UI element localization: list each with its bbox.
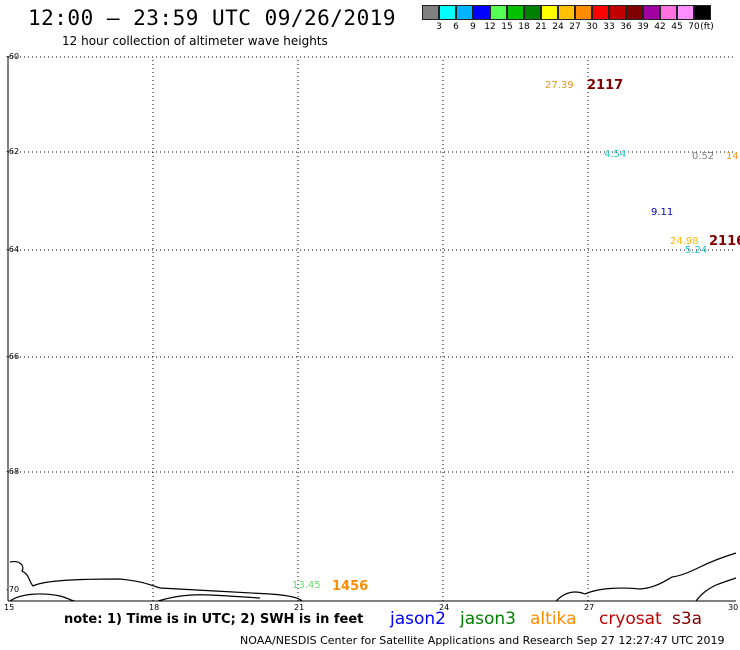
wave-height-observation: 13.45	[292, 580, 321, 591]
color-scale-swatch	[626, 5, 643, 20]
lon-tick-label: 18	[149, 603, 160, 612]
satellite-legend-cryosat: cryosat	[599, 609, 662, 629]
lat-tick-label: -66	[6, 352, 20, 361]
color-scale-label: 33	[603, 22, 615, 32]
color-scale-label: 45	[671, 22, 683, 32]
color-scale-label: 21	[535, 22, 547, 32]
color-scale-swatch	[660, 5, 677, 20]
color-scale-swatch	[507, 5, 524, 20]
pass-time-label: 2117	[587, 78, 624, 93]
wave-height-observation: 5.24	[685, 245, 708, 256]
color-scale-label: (ft)	[700, 22, 714, 32]
color-scale-swatch	[609, 5, 626, 20]
lon-tick-label: 27	[584, 603, 595, 612]
wave-height-observation: 27.39	[545, 80, 574, 91]
color-scale-label: 30	[586, 22, 598, 32]
color-scale-label: 3	[436, 22, 442, 32]
color-scale-swatch	[592, 5, 609, 20]
lat-tick-label: -68	[6, 467, 20, 476]
color-scale-swatch	[524, 5, 541, 20]
units-note: note: 1) Time is in UTC; 2) SWH is in fe…	[64, 612, 364, 627]
satellite-legend-s3a: s3a	[672, 609, 703, 629]
color-scale-swatch	[558, 5, 575, 20]
pass-time-label: 1456	[332, 579, 369, 594]
pass-time-label: 2116	[709, 234, 740, 249]
lat-tick-label: -62	[6, 147, 20, 156]
lon-tick-label: 30	[728, 603, 739, 612]
color-scale-label: 9	[470, 22, 476, 32]
lat-tick-label: -60	[6, 52, 20, 61]
color-scale-label: 24	[552, 22, 564, 32]
color-scale-label: 39	[637, 22, 649, 32]
wave-height-observation: 9.11	[651, 207, 674, 218]
color-scale-swatch	[422, 5, 439, 20]
color-scale-label: 6	[453, 22, 459, 32]
color-scale-label: 27	[569, 22, 581, 32]
lon-tick-label: 24	[439, 603, 450, 612]
color-scale-label: 70	[688, 22, 700, 32]
satellite-legend-altika: altika	[530, 609, 577, 629]
color-scale-label: 18	[518, 22, 530, 32]
lat-tick-label: -64	[6, 245, 20, 254]
color-scale-swatch	[575, 5, 592, 20]
color-scale-label: 42	[654, 22, 666, 32]
latitude-gridlines	[8, 56, 736, 473]
color-scale-swatch	[490, 5, 507, 20]
satellite-legend-jason3: jason3	[460, 609, 516, 629]
color-scale-swatch	[473, 5, 490, 20]
color-scale-label: 15	[501, 22, 513, 32]
color-scale-swatch	[694, 5, 711, 20]
map-frame	[7, 56, 736, 602]
color-scale-swatch	[439, 5, 456, 20]
lat-tick-label: -70	[6, 585, 20, 594]
coastline	[9, 552, 737, 602]
wave-height-observation: 0.52	[692, 151, 715, 162]
page-title: 12:00 — 23:59 UTC 09/26/2019	[28, 6, 397, 30]
page-subtitle: 12 hour collection of altimeter wave hei…	[62, 34, 328, 48]
color-scale-swatch	[541, 5, 558, 20]
color-scale-label: 36	[620, 22, 632, 32]
color-scale-swatch	[456, 5, 473, 20]
lon-tick-label: 15	[4, 603, 15, 612]
satellite-legend-jason2: jason2	[390, 609, 446, 629]
wave-height-observation: 4.54	[604, 149, 627, 160]
color-scale-label: 12	[484, 22, 496, 32]
lon-tick-label: 21	[294, 603, 305, 612]
longitude-gridlines	[152, 60, 589, 601]
wave-height-observation: 14	[726, 151, 739, 162]
color-scale-swatch	[677, 5, 694, 20]
wave-height-observation: 24.98	[670, 236, 699, 247]
credit-line: NOAA/NESDIS Center for Satellite Applica…	[240, 634, 725, 647]
color-scale-swatch	[643, 5, 660, 20]
